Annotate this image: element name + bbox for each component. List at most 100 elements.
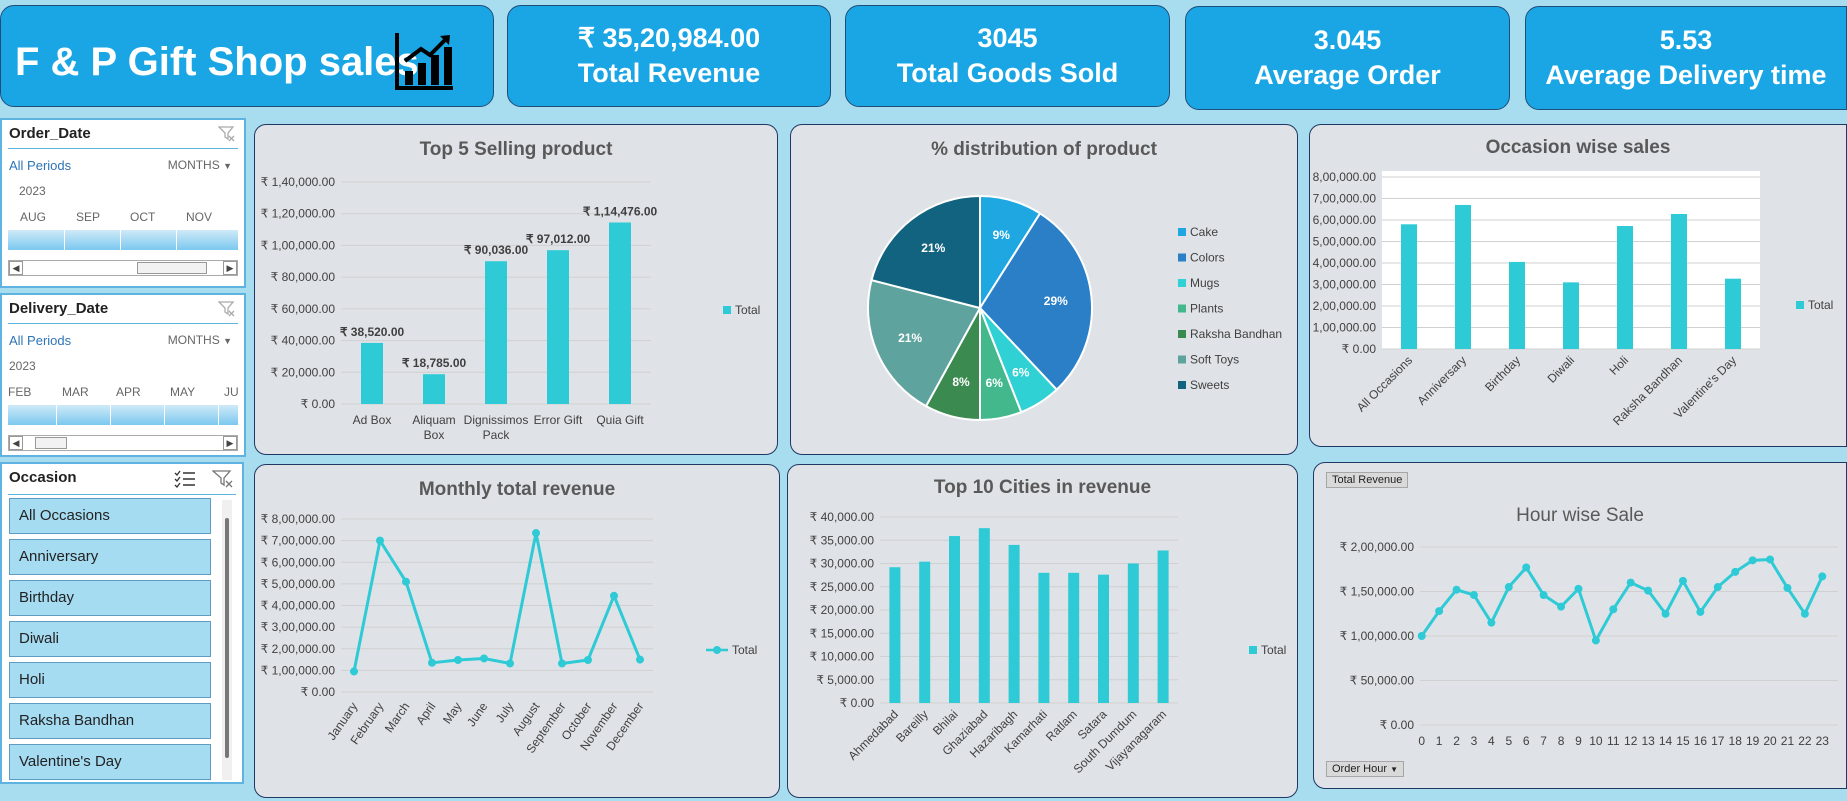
x-tick-label: 12 <box>1624 734 1638 748</box>
x-tick-label: 11 <box>1607 734 1620 748</box>
data-label: ₹ 18,785.00 <box>402 356 467 370</box>
x-tick-label: 2 <box>1453 734 1460 748</box>
time-level-dropdown[interactable]: MONTHS ▼ <box>168 158 232 172</box>
legend-swatch <box>1178 330 1186 338</box>
slice-label: 6% <box>1012 365 1030 379</box>
bar <box>1157 550 1169 703</box>
legend-swatch <box>1178 355 1186 364</box>
y-tick-label: ₹ 7,00,000.00 <box>261 534 336 548</box>
all-periods-link[interactable]: All Periods <box>9 158 72 173</box>
all-periods-link[interactable]: All Periods <box>9 333 72 348</box>
y-tick-label: ₹ 6,00,000.00 <box>261 555 336 569</box>
occasion-item[interactable]: Raksha Bandhan <box>9 703 211 739</box>
clear-filter-icon[interactable] <box>218 126 236 142</box>
timeline-selection-bar[interactable] <box>8 405 238 425</box>
bar <box>978 528 990 703</box>
timeline-month[interactable]: NOV <box>186 210 213 224</box>
slice-label: 8% <box>952 375 970 389</box>
data-point <box>1731 567 1740 576</box>
timeline-month[interactable]: SEP <box>76 210 101 224</box>
y-tick-label: ₹ 8,00,000.00 <box>1310 170 1376 184</box>
occasion-item[interactable]: Holi <box>9 662 211 698</box>
x-tick-label: 21 <box>1781 734 1795 748</box>
bar <box>547 250 569 404</box>
scroll-right-icon[interactable]: ▶ <box>223 261 237 275</box>
x-tick-label: Bareilly <box>893 707 931 745</box>
timeline-month[interactable]: OCT <box>130 210 156 224</box>
timeline-scrollbar[interactable]: ◀ ▶ <box>8 435 238 451</box>
timeline-scrollbar[interactable]: ◀ ▶ <box>8 260 238 276</box>
legend-swatch <box>723 306 731 314</box>
distribution-chart: 9% 29% 6% 6% 8% 21% 21% Cake Colors Mugs Plants Rak… <box>867 194 1282 422</box>
timeline-month[interactable]: FEB <box>8 385 32 399</box>
scroll-thumb[interactable] <box>225 518 229 758</box>
dashboard-title-card: F & P Gift Shop sales <box>0 5 494 107</box>
kpi-value: ₹ 35,20,984.00 <box>577 23 761 53</box>
kpi-value: 3.045 <box>1313 25 1382 55</box>
x-tick-label: 17 <box>1711 734 1725 748</box>
bar <box>1401 224 1417 349</box>
legend-label: Cake <box>1190 225 1218 239</box>
x-tick-label: 13 <box>1641 734 1655 748</box>
timeline-month[interactable]: MAR <box>62 385 89 399</box>
bar <box>949 536 960 703</box>
bar <box>1098 574 1109 703</box>
data-point <box>454 655 462 664</box>
clear-filter-icon[interactable] <box>212 470 234 488</box>
kpi-label: Average Order <box>1254 60 1441 90</box>
timeline-month[interactable]: APR <box>116 385 141 399</box>
timeline-month[interactable]: MAY <box>170 385 196 399</box>
y-tick-label: ₹ 25,000.00 <box>810 580 875 594</box>
x-tick-label: 9 <box>1575 734 1582 748</box>
y-tick-label: ₹ 1,00,000.00 <box>261 238 336 252</box>
timeline-month[interactable]: JU <box>224 385 239 399</box>
legend-label: Plants <box>1190 302 1223 316</box>
y-tick-label: ₹ 1,20,000.00 <box>261 207 336 221</box>
data-point <box>1800 609 1809 618</box>
data-label: ₹ 90,036.00 <box>464 243 529 257</box>
chevron-down-icon: ▼ <box>223 336 232 346</box>
scroll-right-icon[interactable]: ▶ <box>223 436 237 450</box>
time-level-label: MONTHS <box>167 333 220 347</box>
bar <box>1617 226 1633 349</box>
occasion-item[interactable]: Anniversary <box>9 539 211 575</box>
kpi-total-revenue: ₹ 35,20,984.00 Total Revenue <box>507 5 831 107</box>
slicer-title: Order_Date <box>9 125 91 142</box>
slicer-divider <box>8 323 238 324</box>
data-point <box>1522 563 1531 572</box>
occasion-item[interactable]: Birthday <box>9 580 211 616</box>
scroll-thumb[interactable] <box>137 262 207 274</box>
hour-chart: ₹ 0.00 ₹ 50,000.00 ₹ 1,00,000.00 ₹ 1,50,000… <box>1340 540 1838 748</box>
timeline-month[interactable]: AUG <box>20 210 47 224</box>
data-point <box>1626 578 1635 587</box>
timeline-selection-bar[interactable] <box>8 230 238 250</box>
data-point <box>506 659 514 668</box>
axis-button-order-hour[interactable]: Order Hour ▼ <box>1326 761 1405 777</box>
data-point <box>1487 618 1496 627</box>
legend-swatch <box>1178 228 1186 236</box>
occasion-item[interactable]: Diwali <box>9 621 211 657</box>
data-point <box>1452 585 1461 594</box>
bar <box>423 374 445 404</box>
chart-title: Occasion wise sales <box>1485 137 1671 158</box>
chart-title: Top 5 Selling product <box>419 139 613 160</box>
bar <box>1563 282 1579 349</box>
y-tick-label: ₹ 6,00,000.00 <box>1310 213 1376 227</box>
occasion-item[interactable]: Valentine's Day <box>9 744 211 780</box>
y-tick-label: ₹ 40,000.00 <box>271 334 336 348</box>
y-tick-label: ₹ 5,00,000.00 <box>1310 235 1376 249</box>
x-tick-label: 3 <box>1471 734 1478 748</box>
time-level-dropdown[interactable]: MONTHS ▼ <box>168 333 232 347</box>
occasion-scrollbar[interactable] <box>222 500 232 780</box>
y-tick-label: ₹ 1,00,000.00 <box>261 663 336 677</box>
scroll-thumb[interactable] <box>35 437 67 449</box>
data-point <box>1696 607 1705 616</box>
field-button-total-revenue[interactable]: Total Revenue <box>1326 472 1409 488</box>
multi-select-icon[interactable] <box>174 470 196 488</box>
clear-filter-icon[interactable] <box>218 301 236 317</box>
y-tick-label: ₹ 7,00,000.00 <box>1310 192 1376 206</box>
scroll-left-icon[interactable]: ◀ <box>9 261 23 275</box>
occasion-item[interactable]: All Occasions <box>9 498 211 534</box>
scroll-left-icon[interactable]: ◀ <box>9 436 23 450</box>
axis-button-label: Order Hour <box>1332 763 1388 775</box>
